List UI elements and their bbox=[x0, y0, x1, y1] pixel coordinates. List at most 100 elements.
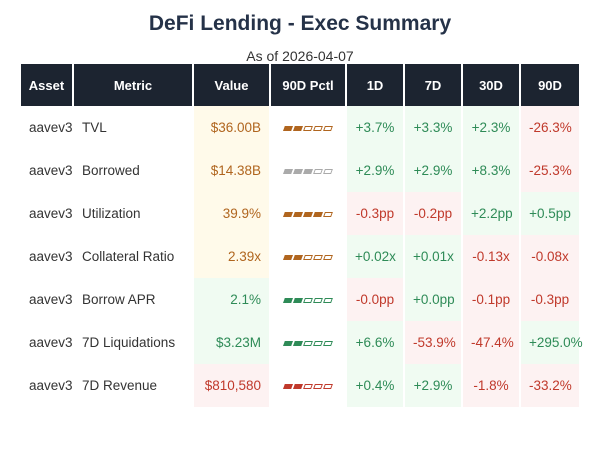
percentile-segment-empty bbox=[323, 211, 333, 217]
percentile-segment-empty bbox=[323, 297, 333, 303]
percentile-segment-empty bbox=[313, 340, 323, 346]
col-header-90d: 90D bbox=[519, 64, 579, 106]
metric-cell: 7D Liquidations bbox=[72, 321, 193, 364]
table-row: aavev3 TVL $36.00B +3.7% +3.3% +2.3% -26.3% bbox=[21, 106, 579, 149]
percentile-cell bbox=[269, 321, 346, 364]
value-cell: 2.39x bbox=[192, 235, 270, 278]
percentile-bar bbox=[283, 383, 333, 389]
asset-cell: aavev3 bbox=[29, 206, 73, 221]
asset-cell: aavev3 bbox=[29, 292, 73, 307]
percentile-segment-empty bbox=[313, 297, 323, 303]
percentile-bar bbox=[283, 211, 333, 217]
percentile-segment-filled bbox=[283, 297, 293, 303]
percentile-segment-filled bbox=[303, 211, 313, 217]
change-cell: -1.8% bbox=[461, 364, 520, 407]
change-cell: +0.4% bbox=[345, 364, 404, 407]
summary-table: Asset Metric Value 90D Pctl 1D 7D 30D 90… bbox=[21, 64, 583, 407]
percentile-segment-empty bbox=[323, 168, 333, 174]
change-cell: -0.13x bbox=[461, 235, 520, 278]
percentile-bar bbox=[283, 125, 333, 131]
percentile-segment-filled bbox=[283, 211, 293, 217]
change-cell: +3.7% bbox=[345, 106, 404, 149]
percentile-bar bbox=[283, 168, 333, 174]
percentile-cell bbox=[269, 149, 346, 192]
change-cell: +2.9% bbox=[403, 364, 462, 407]
value-cell: 2.1% bbox=[192, 278, 270, 321]
asset-cell: aavev3 bbox=[29, 335, 73, 350]
metric-cell: Utilization bbox=[72, 192, 193, 235]
table-row: aavev3 Collateral Ratio 2.39x +0.02x +0.01x -… bbox=[21, 235, 579, 278]
metric-cell: Borrow APR bbox=[72, 278, 193, 321]
change-cell: +2.3% bbox=[461, 106, 520, 149]
col-header-1d: 1D bbox=[345, 64, 404, 106]
table-row: aavev3 Utilization 39.9% -0.3pp -0.2pp +2.2pp… bbox=[21, 192, 579, 235]
header-row: Asset Metric Value 90D Pctl 1D 7D 30D 90… bbox=[21, 64, 579, 106]
percentile-bar bbox=[283, 254, 333, 260]
change-cell: +0.02x bbox=[345, 235, 404, 278]
percentile-segment-filled bbox=[293, 340, 303, 346]
percentile-segment-empty bbox=[303, 125, 313, 131]
percentile-segment-empty bbox=[303, 383, 313, 389]
metric-cell: Collateral Ratio bbox=[72, 235, 193, 278]
col-header-metric: Metric bbox=[72, 64, 193, 106]
change-cell: -0.0pp bbox=[345, 278, 404, 321]
percentile-segment-empty bbox=[303, 297, 313, 303]
col-header-asset: Asset bbox=[21, 64, 73, 106]
percentile-segment-empty bbox=[313, 383, 323, 389]
percentile-bar bbox=[283, 340, 333, 346]
table-row: aavev3 Borrowed $14.38B +2.9% +2.9% +8.3% -25.… bbox=[21, 149, 579, 192]
change-cell: +2.9% bbox=[403, 149, 462, 192]
asset-cell: aavev3 bbox=[29, 249, 73, 264]
col-header-7d: 7D bbox=[403, 64, 462, 106]
change-cell: -53.9% bbox=[403, 321, 462, 364]
col-header-value: Value bbox=[192, 64, 270, 106]
change-cell: +295.0% bbox=[519, 321, 583, 364]
change-cell: -0.3pp bbox=[345, 192, 404, 235]
percentile-segment-filled bbox=[293, 125, 303, 131]
percentile-cell bbox=[269, 278, 346, 321]
percentile-segment-filled bbox=[293, 254, 303, 260]
table-row: aavev3 7D Liquidations $3.23M +6.6% -53.9% -4… bbox=[21, 321, 583, 364]
percentile-segment-empty bbox=[323, 254, 333, 260]
change-cell: +2.9% bbox=[345, 149, 404, 192]
percentile-segment-filled bbox=[283, 168, 293, 174]
percentile-segment-empty bbox=[303, 254, 313, 260]
change-cell: -0.2pp bbox=[403, 192, 462, 235]
percentile-segment-empty bbox=[313, 125, 323, 131]
percentile-segment-empty bbox=[323, 125, 333, 131]
change-cell: -0.1pp bbox=[461, 278, 520, 321]
change-cell: +8.3% bbox=[461, 149, 520, 192]
change-cell: -0.3pp bbox=[519, 278, 579, 321]
page-title: DeFi Lending - Exec Summary bbox=[148, 12, 452, 35]
percentile-bar bbox=[283, 297, 333, 303]
percentile-segment-filled bbox=[293, 383, 303, 389]
percentile-cell bbox=[269, 192, 346, 235]
percentile-segment-filled bbox=[283, 383, 293, 389]
change-cell: -47.4% bbox=[461, 321, 520, 364]
change-cell: +0.5pp bbox=[519, 192, 579, 235]
change-cell: -33.2% bbox=[519, 364, 579, 407]
table-row: aavev3 7D Revenue $810,580 +0.4% +2.9% -1.8% -… bbox=[21, 364, 579, 407]
percentile-segment-filled bbox=[293, 168, 303, 174]
change-cell: +0.0pp bbox=[403, 278, 462, 321]
page-subtitle: As of 2026-04-07 bbox=[246, 48, 354, 64]
value-cell: $36.00B bbox=[192, 106, 270, 149]
col-header-pctl: 90D Pctl bbox=[269, 64, 346, 106]
value-cell: $3.23M bbox=[192, 321, 270, 364]
metric-cell: TVL bbox=[72, 106, 193, 149]
percentile-segment-empty bbox=[323, 340, 333, 346]
metric-cell: 7D Revenue bbox=[72, 364, 193, 407]
value-cell: $810,580 bbox=[192, 364, 270, 407]
value-cell: 39.9% bbox=[192, 192, 270, 235]
percentile-segment-empty bbox=[303, 340, 313, 346]
percentile-segment-filled bbox=[313, 211, 323, 217]
change-cell: +3.3% bbox=[403, 106, 462, 149]
percentile-cell bbox=[269, 106, 346, 149]
table-row: aavev3 Borrow APR 2.1% -0.0pp +0.0pp -0.1pp -0… bbox=[21, 278, 579, 321]
asset-cell: aavev3 bbox=[29, 120, 73, 135]
change-cell: +2.2pp bbox=[461, 192, 520, 235]
asset-cell: aavev3 bbox=[29, 378, 73, 393]
change-cell: -0.08x bbox=[519, 235, 579, 278]
percentile-cell bbox=[269, 364, 346, 407]
change-cell: +6.6% bbox=[345, 321, 404, 364]
